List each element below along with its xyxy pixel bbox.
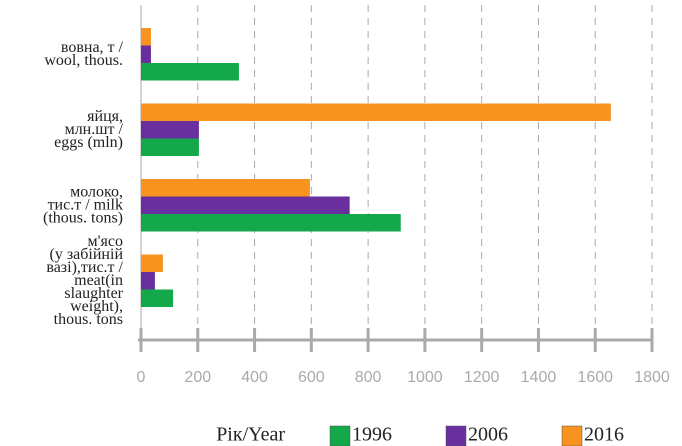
legend-swatch bbox=[329, 425, 351, 446]
x-tick-label: 400 bbox=[241, 369, 268, 386]
x-tick-label: 1000 bbox=[407, 369, 443, 386]
category-label: м'ясо (у забійній вазі),тис.т / meat(in slau… bbox=[46, 232, 123, 327]
x-tick-label: 600 bbox=[298, 369, 325, 386]
x-tick-label: 200 bbox=[184, 369, 211, 386]
legend-label: 1996 bbox=[352, 424, 392, 446]
bar bbox=[141, 214, 401, 232]
legend-label: 2006 bbox=[468, 424, 508, 446]
x-tick-label: 1800 bbox=[634, 369, 670, 386]
bar bbox=[141, 103, 611, 121]
x-tick-label: 0 bbox=[137, 369, 146, 386]
bar bbox=[141, 121, 199, 139]
category-label: молоко, тис.т / milk (thous. tons) bbox=[43, 183, 123, 226]
bar bbox=[141, 45, 151, 63]
legend-label: 2016 bbox=[584, 424, 624, 446]
x-tick-label: 1600 bbox=[577, 369, 613, 386]
x-tick-label: 1400 bbox=[521, 369, 557, 386]
bar bbox=[141, 179, 310, 197]
bar bbox=[141, 254, 163, 272]
legend-swatch bbox=[445, 425, 467, 446]
category-label: вовна, т / wool, thous. bbox=[44, 38, 123, 68]
bar bbox=[141, 196, 350, 214]
bar bbox=[141, 63, 239, 81]
bar bbox=[141, 138, 199, 156]
legend-title: Рік/Year bbox=[216, 424, 285, 446]
x-tick-label: 800 bbox=[355, 369, 382, 386]
x-tick-label: 1200 bbox=[464, 369, 500, 386]
bar bbox=[141, 272, 155, 290]
legend-swatch bbox=[561, 425, 583, 446]
bar bbox=[141, 28, 151, 46]
bar bbox=[141, 289, 174, 307]
category-label: яйця, млн.шт / eggs (mln) bbox=[54, 107, 123, 150]
